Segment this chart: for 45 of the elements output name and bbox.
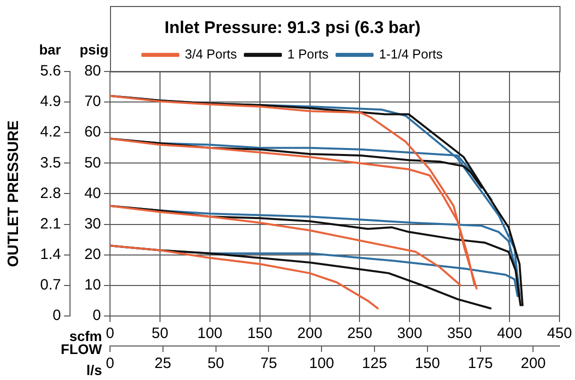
legend-label: 1-1/4 Ports (379, 46, 444, 62)
x2-tick-label: 25 (154, 355, 172, 372)
x2-axis-title: l/s (86, 362, 102, 378)
x-tick-label: 450 (546, 325, 572, 342)
y2-tick-label: 4.9 (40, 93, 61, 110)
x-tick-label: 350 (447, 325, 472, 342)
x2-tick-label: 100 (309, 355, 334, 372)
y-tick-label: 70 (84, 93, 101, 110)
x-tick-label: 250 (347, 325, 372, 342)
y2-tick-label: 0 (52, 307, 61, 324)
x-tick-label: 400 (497, 325, 522, 342)
x-tick-label: 50 (152, 325, 168, 342)
chart-title: Inlet Pressure: 91.3 psi (6.3 bar) (164, 18, 421, 37)
y-tick-label: 30 (84, 215, 101, 232)
x-tick-label: 100 (197, 325, 222, 342)
x-tick-label: 200 (297, 325, 322, 342)
x-tick-label: 150 (247, 325, 272, 342)
x2-tick-label: 150 (414, 355, 440, 372)
y2-tick-label: 2.8 (40, 184, 61, 202)
y-tick-label: 80 (84, 62, 101, 80)
x2-tick-label: 175 (468, 355, 493, 372)
y2-tick-label: 2.1 (40, 215, 61, 232)
y-tick-label: 40 (84, 184, 101, 202)
y2-axis-title: bar (39, 41, 62, 58)
y2-tick-label: 1.4 (40, 246, 61, 263)
x-tick-label: 300 (397, 325, 422, 342)
y-tick-label: 0 (92, 307, 101, 324)
y2-tick-label: 3.5 (40, 154, 61, 172)
x2-tick-label: 75 (260, 355, 278, 372)
y-tick-label: 60 (84, 124, 101, 141)
x2-tick-label: 200 (520, 355, 546, 372)
x2-tick-label: 0 (106, 355, 114, 372)
y-axis-title: psig (80, 41, 108, 58)
text: OUTLET PRESSURE (5, 120, 22, 268)
legend-label: 3/4 Ports (184, 46, 238, 62)
legend-label: 1 Ports (287, 46, 330, 62)
x2-tick-label: 125 (362, 355, 388, 372)
x2-tick-label: 50 (207, 355, 224, 372)
y-tick-label: 50 (84, 154, 101, 172)
x-tick-label: 0 (106, 325, 114, 342)
y2-tick-label: 0.7 (40, 276, 61, 294)
y2-tick-label: 4.2 (40, 124, 61, 141)
y-tick-label: 10 (84, 276, 101, 294)
y2-tick-label: 5.6 (40, 62, 61, 80)
y-tick-label: 20 (84, 246, 101, 263)
